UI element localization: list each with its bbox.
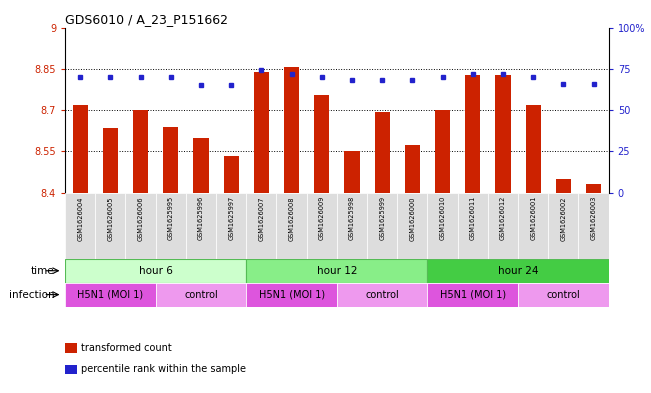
Bar (277, 193, 307, 259)
Bar (495, 75, 510, 193)
Bar (367, 193, 397, 259)
Text: GSM1625995: GSM1625995 (168, 196, 174, 240)
Text: GSM1626010: GSM1626010 (439, 196, 445, 241)
Text: GSM1625998: GSM1625998 (349, 196, 355, 240)
Text: control: control (546, 290, 580, 299)
Bar (428, 193, 458, 259)
Text: GSM1626003: GSM1626003 (590, 196, 596, 241)
Bar (374, 112, 390, 193)
Text: GSM1626009: GSM1626009 (319, 196, 325, 241)
Text: time: time (31, 266, 54, 276)
Bar (337, 193, 367, 259)
Bar (65, 259, 246, 283)
Text: GSM1626006: GSM1626006 (137, 196, 144, 241)
Bar (156, 283, 246, 307)
Bar (73, 105, 88, 193)
Text: H5N1 (MOI 1): H5N1 (MOI 1) (258, 290, 325, 299)
Bar (465, 75, 480, 193)
Text: GSM1625999: GSM1625999 (379, 196, 385, 240)
Bar (556, 179, 571, 193)
Bar (133, 110, 148, 193)
Bar (65, 283, 156, 307)
Bar (193, 138, 208, 193)
Text: H5N1 (MOI 1): H5N1 (MOI 1) (439, 290, 506, 299)
Text: GSM1626008: GSM1626008 (288, 196, 295, 241)
Bar (284, 68, 299, 193)
Bar (216, 193, 246, 259)
Bar (405, 145, 420, 193)
Bar (246, 259, 428, 283)
Bar (586, 184, 601, 193)
Bar (518, 283, 609, 307)
Text: transformed count: transformed count (81, 343, 172, 353)
Text: GSM1626004: GSM1626004 (77, 196, 83, 241)
Bar (254, 72, 269, 193)
Text: GSM1626000: GSM1626000 (409, 196, 415, 241)
Bar (518, 193, 548, 259)
Bar (428, 259, 609, 283)
Bar (95, 193, 126, 259)
Bar (428, 283, 518, 307)
Text: hour 24: hour 24 (498, 266, 538, 276)
Text: GDS6010 / A_23_P151662: GDS6010 / A_23_P151662 (65, 13, 228, 26)
Text: GSM1626012: GSM1626012 (500, 196, 506, 241)
Bar (458, 193, 488, 259)
Bar (186, 193, 216, 259)
Bar (344, 151, 359, 193)
Bar (314, 95, 329, 193)
Text: GSM1626002: GSM1626002 (561, 196, 566, 241)
Bar (224, 156, 239, 193)
Bar (307, 193, 337, 259)
Bar (163, 127, 178, 193)
Bar (103, 128, 118, 193)
Bar (579, 193, 609, 259)
Bar (126, 193, 156, 259)
Text: GSM1626005: GSM1626005 (107, 196, 113, 241)
Bar (337, 283, 428, 307)
Text: GSM1625996: GSM1625996 (198, 196, 204, 240)
Bar (65, 193, 95, 259)
Bar (246, 283, 337, 307)
Bar (246, 193, 277, 259)
Text: GSM1626001: GSM1626001 (530, 196, 536, 241)
Text: GSM1625997: GSM1625997 (229, 196, 234, 240)
Text: hour 12: hour 12 (316, 266, 357, 276)
Text: hour 6: hour 6 (139, 266, 173, 276)
Text: GSM1626007: GSM1626007 (258, 196, 264, 241)
Text: control: control (184, 290, 218, 299)
Bar (525, 105, 541, 193)
Bar (548, 193, 579, 259)
Bar (156, 193, 186, 259)
Text: infection: infection (8, 290, 54, 299)
Bar (397, 193, 428, 259)
Bar (435, 110, 450, 193)
Text: percentile rank within the sample: percentile rank within the sample (81, 364, 246, 375)
Text: control: control (365, 290, 399, 299)
Bar (488, 193, 518, 259)
Text: GSM1626011: GSM1626011 (470, 196, 476, 240)
Text: H5N1 (MOI 1): H5N1 (MOI 1) (77, 290, 143, 299)
